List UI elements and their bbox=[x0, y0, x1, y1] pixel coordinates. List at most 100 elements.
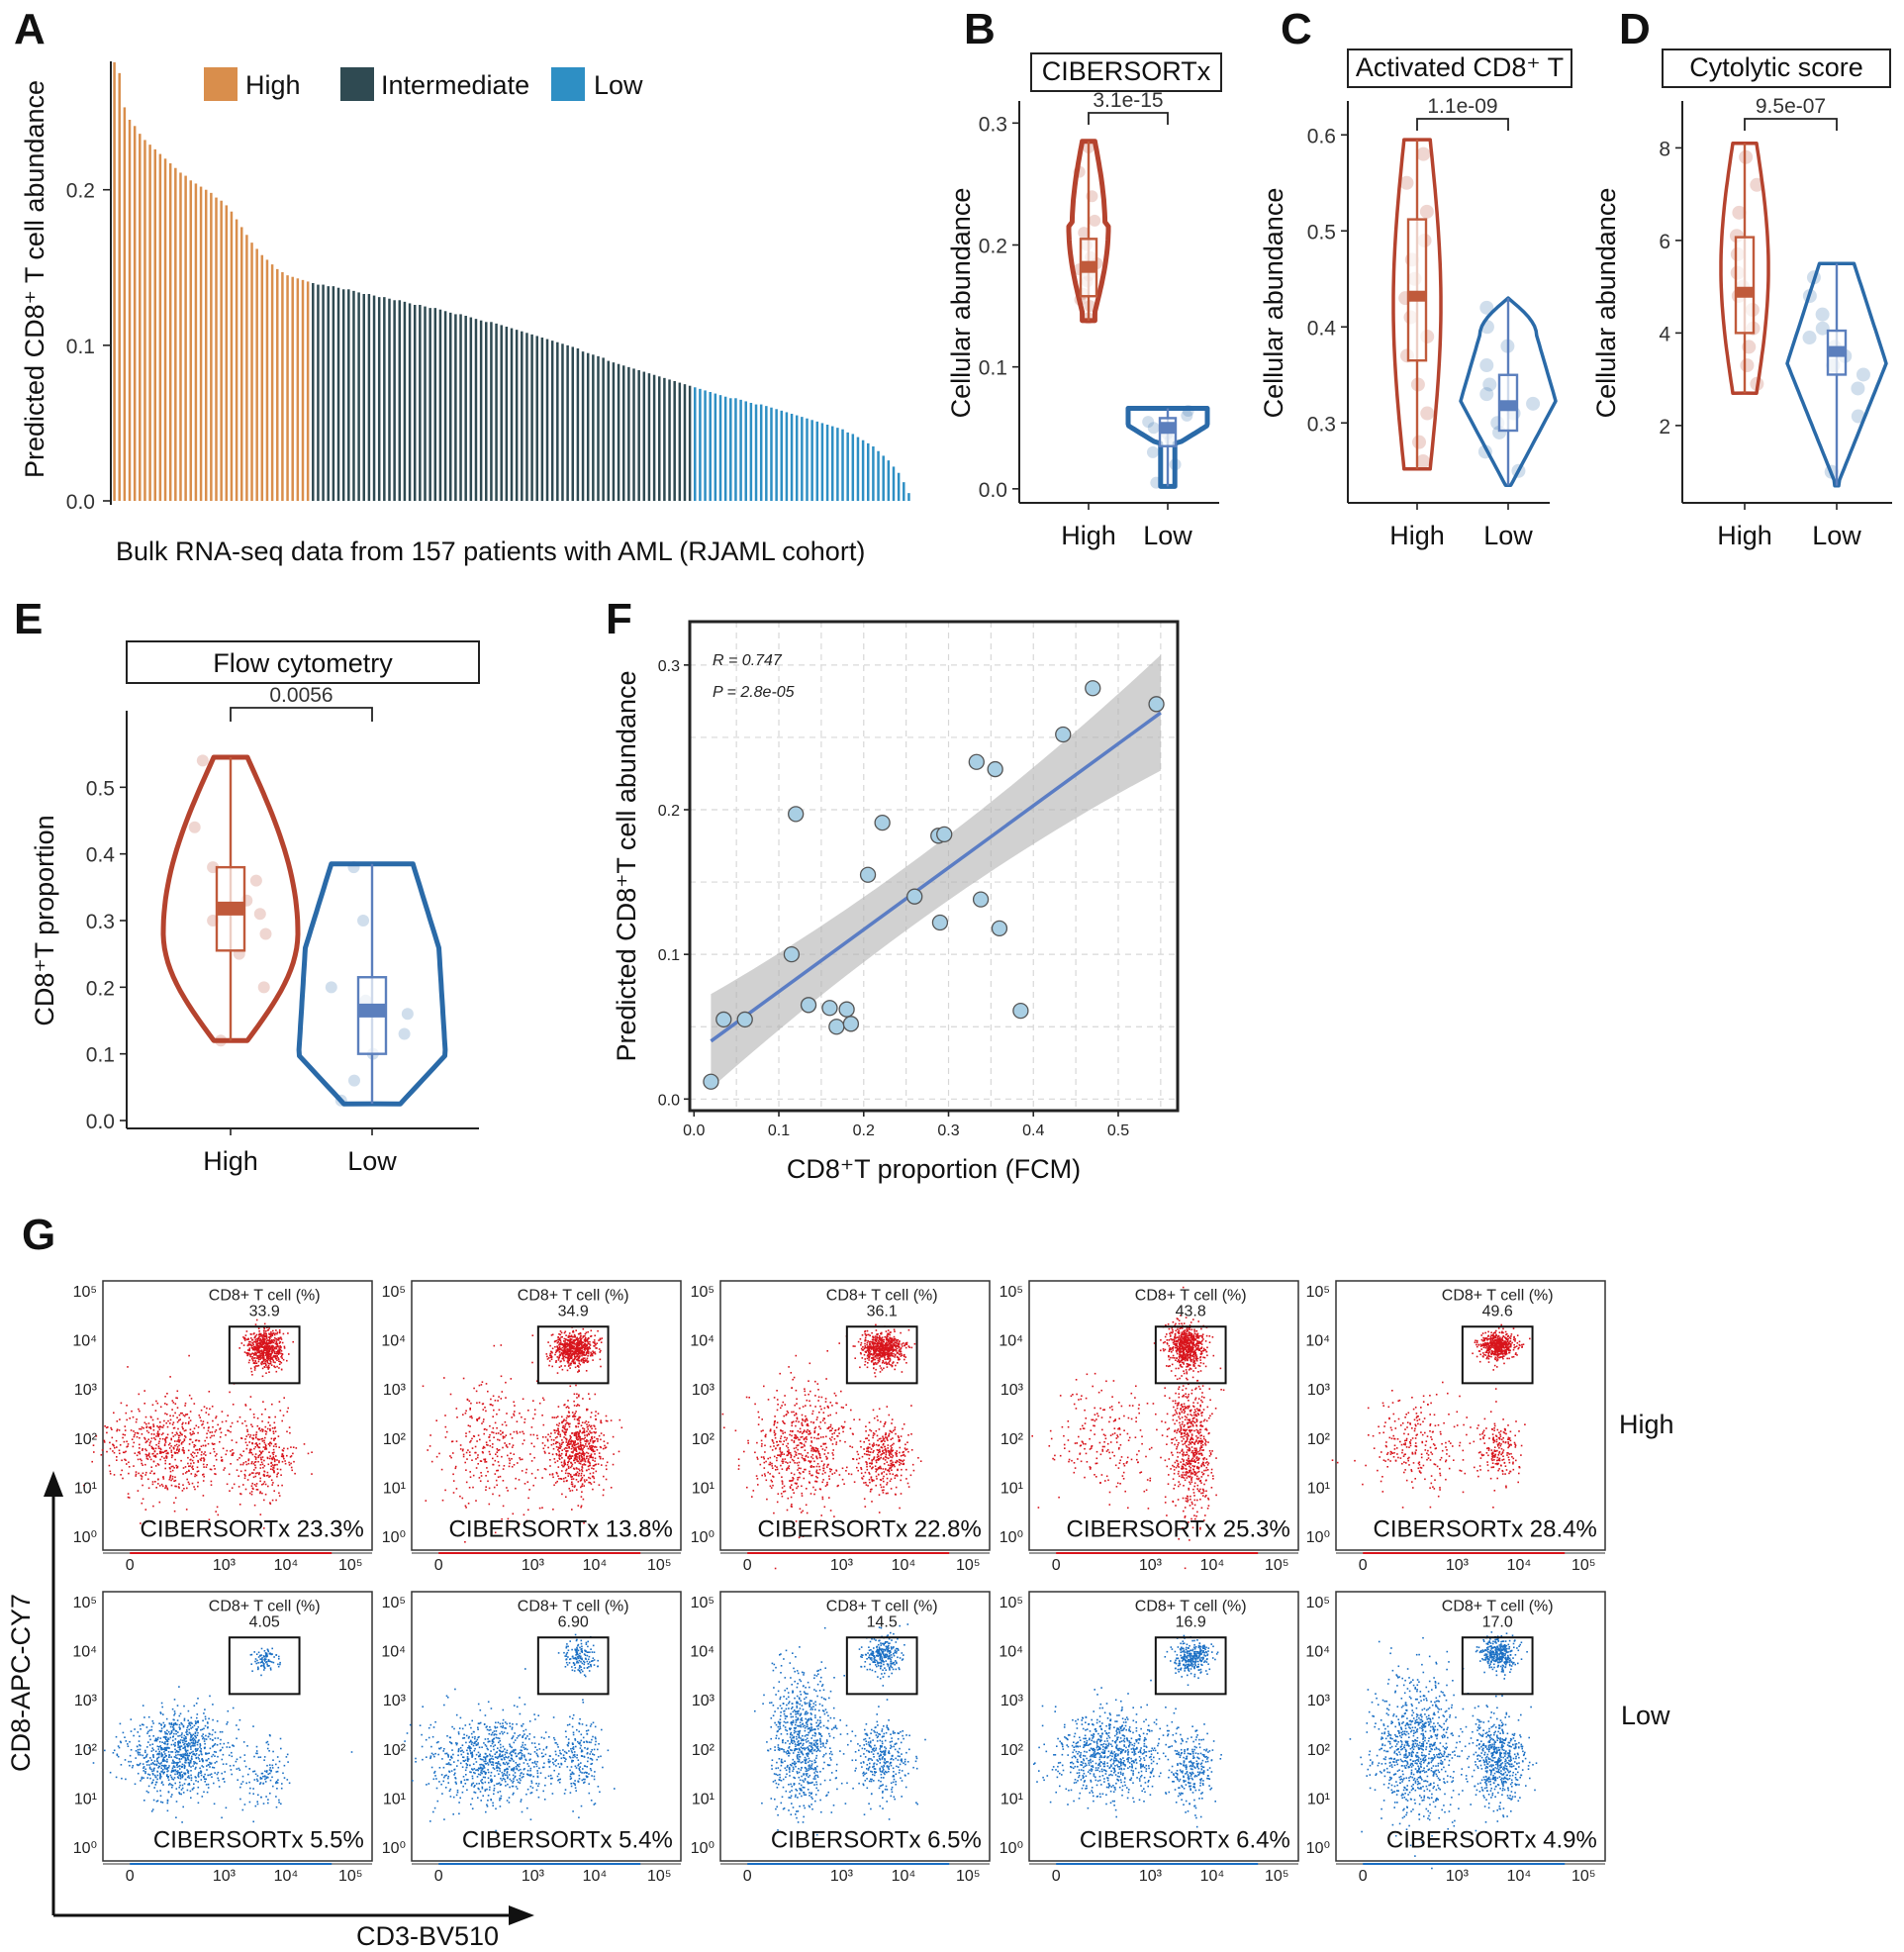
flow-event bbox=[779, 1440, 781, 1442]
flow-event bbox=[261, 1352, 263, 1354]
flow-event bbox=[592, 1449, 594, 1452]
flow-event bbox=[599, 1456, 602, 1458]
flow-event bbox=[232, 1449, 234, 1451]
flow-event bbox=[773, 1445, 775, 1447]
flow-event bbox=[567, 1415, 570, 1418]
flow-event bbox=[773, 1431, 776, 1434]
flow-event bbox=[485, 1410, 487, 1413]
flow-event bbox=[606, 1419, 609, 1422]
violin-median bbox=[1828, 345, 1846, 357]
flow-event bbox=[189, 1411, 192, 1413]
flow-event bbox=[829, 1414, 831, 1416]
flow-event bbox=[254, 1367, 256, 1369]
flow-event bbox=[160, 1483, 163, 1486]
flow-event bbox=[481, 1381, 484, 1383]
flow-event bbox=[795, 1434, 798, 1437]
panel-a-bar bbox=[403, 301, 407, 501]
flow-event bbox=[279, 1341, 282, 1343]
scatter-point bbox=[703, 1073, 719, 1090]
flow-event bbox=[876, 1352, 878, 1355]
scatter-frame bbox=[688, 620, 1180, 1113]
flow-event bbox=[782, 1458, 784, 1460]
flow-plot-frame bbox=[411, 1280, 682, 1551]
flow-event bbox=[281, 1460, 284, 1463]
flow-event bbox=[283, 1397, 285, 1399]
flow-event bbox=[556, 1423, 558, 1426]
flow-event bbox=[507, 1517, 510, 1520]
flow-event bbox=[144, 1453, 147, 1456]
flow-event bbox=[271, 1468, 274, 1471]
flow-event bbox=[265, 1353, 267, 1356]
violin-point bbox=[188, 821, 201, 833]
flow-event bbox=[502, 1437, 505, 1439]
flow-event bbox=[174, 1403, 177, 1405]
panel-a-bar bbox=[510, 328, 514, 501]
flow-event bbox=[787, 1466, 790, 1469]
flow-event bbox=[200, 1409, 203, 1412]
flow-event bbox=[764, 1451, 766, 1453]
flow-event bbox=[780, 1435, 783, 1437]
flow-event bbox=[470, 1415, 473, 1417]
flow-event bbox=[581, 1458, 584, 1460]
flow-event bbox=[268, 1355, 271, 1358]
flow-event bbox=[879, 1351, 882, 1354]
flow-event bbox=[871, 1501, 873, 1503]
flow-event bbox=[111, 1436, 114, 1439]
flow-event bbox=[154, 1454, 156, 1457]
flow-event bbox=[754, 1451, 756, 1454]
flow-event bbox=[764, 1444, 766, 1447]
flow-event bbox=[898, 1350, 901, 1352]
flow-event bbox=[554, 1436, 557, 1439]
flow-event bbox=[863, 1448, 865, 1450]
flow-event bbox=[556, 1415, 559, 1417]
flow-event bbox=[214, 1455, 217, 1457]
flow-event bbox=[770, 1487, 773, 1489]
scatter-x-tick-label: 0.3 bbox=[937, 1122, 959, 1139]
flow-event bbox=[266, 1427, 269, 1430]
flow-event bbox=[195, 1448, 197, 1451]
flow-event bbox=[260, 1357, 262, 1359]
flow-event bbox=[568, 1472, 570, 1475]
flow-event bbox=[564, 1472, 567, 1475]
flow-event bbox=[152, 1429, 155, 1431]
flow-event bbox=[869, 1334, 871, 1337]
flow-event bbox=[849, 1445, 851, 1447]
flow-event bbox=[289, 1431, 291, 1434]
flow-event bbox=[562, 1351, 565, 1353]
flow-event bbox=[544, 1452, 546, 1454]
flow-event bbox=[833, 1472, 836, 1474]
flow-event bbox=[885, 1330, 888, 1332]
flow-event bbox=[559, 1447, 561, 1449]
flow-event bbox=[263, 1465, 266, 1467]
flow-event bbox=[582, 1427, 584, 1429]
flow-event bbox=[579, 1363, 582, 1366]
flow-event bbox=[572, 1467, 575, 1470]
flow-event bbox=[505, 1424, 508, 1426]
flow-event bbox=[193, 1446, 195, 1448]
flow-event bbox=[787, 1497, 790, 1500]
flow-event bbox=[795, 1413, 798, 1415]
flow-event bbox=[889, 1467, 891, 1469]
flow-event bbox=[264, 1343, 267, 1345]
flow-event bbox=[268, 1327, 270, 1329]
flow-event bbox=[468, 1400, 471, 1403]
flow-event bbox=[164, 1459, 166, 1462]
flow-event bbox=[571, 1476, 574, 1478]
flow-event bbox=[263, 1362, 266, 1365]
flow-event bbox=[887, 1464, 890, 1466]
flow-event bbox=[881, 1440, 883, 1442]
panel-a-bar bbox=[204, 189, 208, 501]
flow-event bbox=[573, 1362, 575, 1365]
flow-event bbox=[247, 1433, 249, 1436]
flow-event bbox=[573, 1414, 575, 1416]
flow-event bbox=[883, 1471, 886, 1473]
flow-event bbox=[563, 1331, 566, 1334]
flow-event bbox=[851, 1432, 854, 1435]
flow-event bbox=[897, 1460, 899, 1463]
panel-a-bar bbox=[276, 268, 279, 501]
flow-event bbox=[491, 1446, 494, 1448]
flow-event bbox=[583, 1353, 585, 1355]
flow-event bbox=[576, 1468, 578, 1470]
flow-event bbox=[845, 1404, 847, 1407]
flow-event bbox=[578, 1445, 580, 1447]
